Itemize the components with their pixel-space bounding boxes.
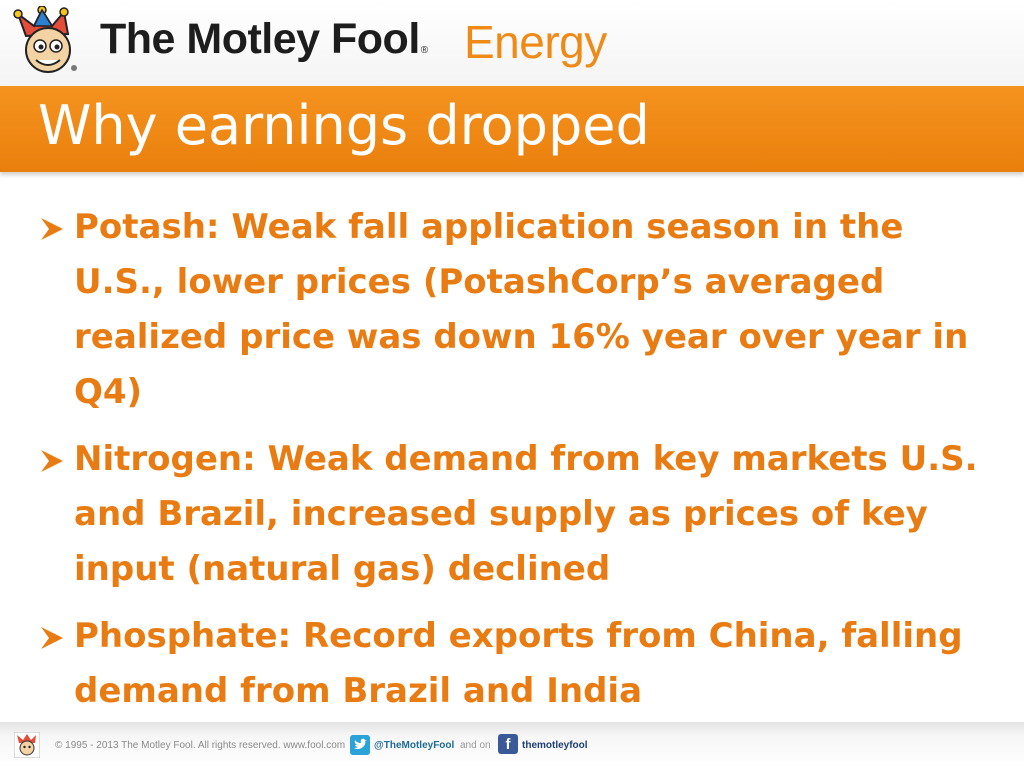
twitter-handle-link[interactable]: @TheMotleyFool — [374, 740, 455, 751]
twitter-icon[interactable] — [350, 735, 370, 755]
bullet-potash: Potash: Weak fall application season in … — [38, 200, 998, 420]
bullet-text: Nitrogen: Weak demand from key markets U… — [74, 439, 978, 589]
copyright-text: © 1995 - 2013 The Motley Fool. All right… — [55, 740, 346, 751]
bullet-text: Potash: Weak fall application season in … — [74, 207, 969, 412]
bullet-nitrogen: Nitrogen: Weak demand from key markets U… — [38, 432, 998, 597]
header: The Motley Fool® Energy — [0, 0, 1024, 86]
bullet-text: Phosphate: Record exports from China, fa… — [74, 616, 963, 711]
title-bar: Why earnings dropped — [0, 86, 1024, 172]
slide-title: Why earnings dropped — [38, 94, 650, 157]
footer: © 1995 - 2013 The Motley Fool. All right… — [0, 722, 1024, 768]
facebook-icon[interactable]: f — [498, 734, 518, 754]
arrow-bullet-icon — [41, 218, 63, 240]
and-on-text: and on — [460, 740, 491, 751]
jester-small-icon — [14, 732, 40, 758]
jester-logo-icon — [13, 6, 77, 73]
brand-name: The Motley Fool® — [100, 15, 428, 63]
brand-registered-mark: ® — [420, 45, 428, 56]
arrow-bullet-icon — [41, 627, 63, 649]
facebook-handle-link[interactable]: themotleyfool — [522, 740, 588, 751]
bullet-phosphate: Phosphate: Record exports from China, fa… — [38, 609, 998, 719]
brand-section: Energy — [464, 16, 607, 68]
bullet-list: Potash: Weak fall application season in … — [38, 200, 998, 731]
arrow-bullet-icon — [41, 450, 63, 472]
